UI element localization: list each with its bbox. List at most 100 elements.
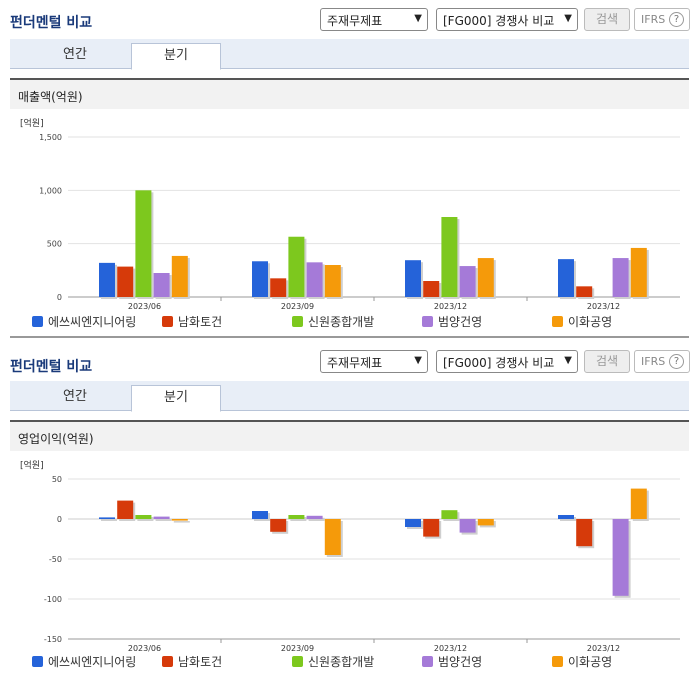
legend-label: 이화공영 [568, 315, 613, 329]
bar [288, 236, 305, 297]
period-tabs: 연간 분기 [10, 381, 689, 412]
help-icon[interactable]: ? [669, 12, 684, 27]
y-tick-label: 50 [52, 475, 62, 484]
legend-item[interactable]: 에쓰씨엔지니어링 [32, 315, 136, 329]
bar [324, 265, 341, 297]
legend-label: 신원종합개발 [308, 315, 375, 329]
bar [423, 519, 440, 537]
chevron-down-icon: ▼ [414, 355, 422, 366]
x-tick-label: 2023/12 [587, 302, 620, 311]
bar [270, 278, 287, 297]
help-icon[interactable]: ? [669, 354, 684, 369]
bar [630, 488, 647, 519]
panel-title: 펀더멘털 비교 [10, 15, 93, 31]
tab-annual[interactable]: 연간 [63, 47, 87, 62]
bar [252, 261, 268, 297]
peer-compare-select[interactable]: [FG000] 경쟁사 비교 ▼ [436, 8, 578, 31]
legend-item[interactable]: 남화토건 [162, 655, 222, 669]
legend-item[interactable]: 이화공영 [552, 655, 612, 669]
y-tick-label: 1,000 [39, 186, 62, 195]
legend-swatch [422, 316, 433, 327]
chevron-down-icon: ▼ [564, 13, 572, 24]
legend-item[interactable]: 이화공영 [552, 315, 612, 329]
bar-shadow [308, 517, 325, 521]
tab-quarterly[interactable]: 분기 [131, 43, 221, 70]
period-tabs: 연간 분기 [10, 39, 689, 70]
chart-subheading: 영업이익(억원) [10, 420, 689, 451]
legend-item[interactable]: 신원종합개발 [292, 655, 374, 669]
bar [441, 510, 458, 519]
panel-header: 펀더멘털 비교 주재무제표 ▼ [FG000] 경쟁사 비교 ▼ 검색 IFRS… [0, 342, 696, 380]
ifrs-button[interactable]: IFRS ? [634, 350, 690, 373]
panel-title: 펀더멘털 비교 [10, 359, 93, 375]
legend-swatch [552, 656, 563, 667]
legend-item[interactable]: 남화토건 [162, 315, 222, 329]
tab-annual[interactable]: 연간 [63, 389, 87, 404]
bar [153, 273, 170, 297]
peer-compare-select-value: [FG000] 경쟁사 비교 [443, 356, 555, 370]
x-tick-label: 2023/12 [434, 302, 467, 311]
bar [477, 519, 494, 526]
legend-item[interactable]: 신원종합개발 [292, 315, 374, 329]
bar [306, 262, 323, 297]
legend-swatch [422, 656, 433, 667]
bar [441, 217, 458, 297]
sales-bar-chart: [억원] 0 500 1,000 1,500 2023/06 2023/09 2023/12… [0, 112, 696, 337]
statement-select[interactable]: 주재무제표 ▼ [320, 8, 428, 31]
x-tick-label: 2023/06 [128, 302, 161, 311]
legend-swatch [552, 316, 563, 327]
y-tick-label: -50 [49, 555, 62, 564]
bar [288, 515, 305, 519]
x-tick-label: 2023/12 [587, 644, 620, 653]
panel-divider [10, 336, 689, 338]
bar [135, 190, 152, 297]
bar [405, 260, 421, 297]
bar [558, 259, 574, 297]
peer-compare-select-value: [FG000] 경쟁사 비교 [443, 14, 555, 28]
x-tick-label: 2023/06 [128, 644, 161, 653]
legend-swatch [162, 316, 173, 327]
bar [630, 247, 647, 297]
panel-header: 펀더멘털 비교 주재무제표 ▼ [FG000] 경쟁사 비교 ▼ 검색 IFRS… [0, 0, 696, 38]
ifrs-label: IFRS [641, 355, 666, 368]
legend-label: 남화토건 [178, 315, 223, 329]
bar-shadow [155, 518, 172, 521]
legend-swatch [292, 316, 303, 327]
fundamental-panel-operating-profit: 펀더멘털 비교 주재무제표 ▼ [FG000] 경쟁사 비교 ▼ 검색 IFRS… [0, 342, 696, 684]
bar [576, 519, 593, 547]
y-tick-label: 0 [57, 293, 62, 302]
bar [558, 515, 574, 519]
legend-swatch [162, 656, 173, 667]
bar [405, 519, 421, 527]
legend-item[interactable]: 범양건영 [422, 655, 482, 669]
fundamental-panel-sales: 펀더멘털 비교 주재무제표 ▼ [FG000] 경쟁사 비교 ▼ 검색 IFRS… [0, 0, 696, 338]
bar [99, 517, 115, 519]
bar-shadow [101, 519, 117, 521]
sales-chart-svg: [억원] 0 500 1,000 1,500 2023/06 2023/09 2023/12… [20, 117, 680, 311]
y-tick-label: 1,500 [39, 133, 62, 142]
bar [477, 258, 494, 297]
bar [135, 515, 152, 519]
chevron-down-icon: ▼ [414, 13, 422, 24]
search-button[interactable]: 검색 [584, 8, 630, 31]
bar [576, 286, 593, 297]
bar [306, 515, 323, 519]
bar [423, 281, 440, 297]
statement-select[interactable]: 주재무제표 ▼ [320, 350, 428, 373]
legend-item[interactable]: 에쓰씨엔지니어링 [32, 655, 136, 669]
chart-subheading: 매출액(억원) [10, 78, 689, 109]
bar [324, 519, 341, 555]
operating-profit-bar-chart: [억원] -150 -100 -50 0 50 2023/06 2023/09 2023/12… [0, 454, 696, 684]
bar [99, 262, 115, 297]
ifrs-button[interactable]: IFRS ? [634, 8, 690, 31]
tab-quarterly[interactable]: 분기 [131, 385, 221, 412]
y-tick-label: -150 [44, 635, 62, 644]
x-tick-label: 2023/09 [281, 644, 314, 653]
peer-compare-select[interactable]: [FG000] 경쟁사 비교 ▼ [436, 350, 578, 373]
legend-label: 에쓰씨엔지니어링 [48, 655, 137, 669]
search-button[interactable]: 검색 [584, 350, 630, 373]
legend-item[interactable]: 범양건영 [422, 315, 482, 329]
bar [612, 519, 629, 596]
chart-legend: 에쓰씨엔지니어링 남화토건 신원종합개발 범양건영 이화공영 [0, 655, 696, 671]
legend-label: 범양건영 [438, 315, 483, 329]
